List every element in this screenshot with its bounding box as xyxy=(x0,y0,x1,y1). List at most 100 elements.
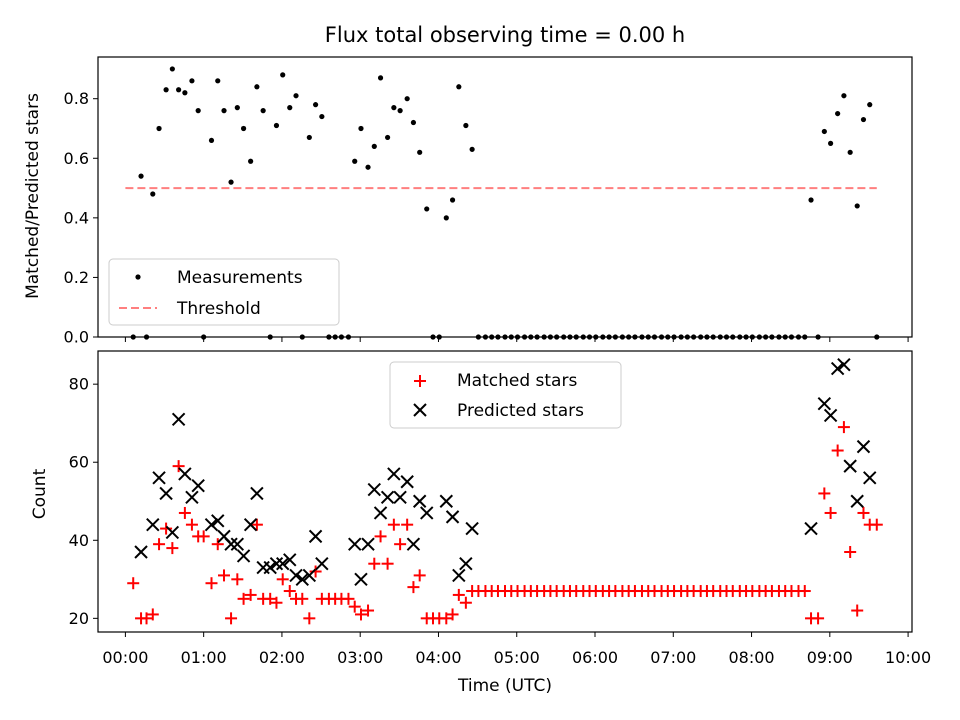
measurement-point xyxy=(835,110,841,117)
x-tick-label: 03:00 xyxy=(337,648,383,667)
predicted-star-point xyxy=(420,506,434,520)
predicted-star-point xyxy=(152,471,166,485)
measurement-point xyxy=(417,149,423,155)
matched-star-point xyxy=(459,596,472,609)
matched-star-point xyxy=(870,518,883,531)
measurement-point xyxy=(377,75,384,81)
measurement-point xyxy=(260,108,266,114)
matched-star-point xyxy=(127,577,140,590)
predicted-star-point xyxy=(315,556,329,571)
predicted-star-point xyxy=(393,490,407,505)
predicted-star-point xyxy=(400,475,414,489)
top-y-tick-label: 0.2 xyxy=(64,268,89,287)
matched-star-point xyxy=(354,608,367,621)
predicted-star-point xyxy=(230,537,245,551)
predicted-star-point xyxy=(354,572,368,587)
matched-star-point xyxy=(264,592,277,605)
top-y-tick-label: 0.6 xyxy=(64,149,89,168)
measurement-point xyxy=(469,146,475,152)
matched-star-point xyxy=(160,522,173,535)
matched-star-point xyxy=(178,506,191,519)
measurement-point xyxy=(273,122,280,129)
matched-star-point xyxy=(368,557,381,570)
matched-star-point xyxy=(172,460,185,473)
measurement-point xyxy=(163,87,169,93)
predicted-star-point xyxy=(159,486,173,501)
top-y-ticks: 0.0 0.2 0.4 0.6 0.8 xyxy=(64,89,98,347)
matched-star-point xyxy=(452,588,465,601)
predicted-star-point xyxy=(243,517,258,532)
bottom-y-tick-label: 60 xyxy=(69,453,89,472)
matched-star-point xyxy=(394,538,407,551)
predicted-star-point xyxy=(295,572,309,587)
predicted-star-point xyxy=(863,471,877,485)
matched-star-point xyxy=(844,545,857,558)
matched-star-point xyxy=(283,585,296,598)
predicted-star-point xyxy=(236,549,251,563)
bottom-y-tick-label: 40 xyxy=(69,531,89,550)
matched-star-point xyxy=(237,592,250,605)
matched-star-point xyxy=(446,608,459,621)
bottom-panel-frame xyxy=(97,350,913,633)
top-panel: 0.00.20.40.60.8 Matched/Predicted stars … xyxy=(23,56,913,347)
x-tick-label: 07:00 xyxy=(650,648,696,667)
top-y-tick-label: 0.4 xyxy=(64,208,89,227)
x-tick-label: 04:00 xyxy=(415,648,461,667)
x-tick-label: 10:00 xyxy=(885,648,931,667)
matched-star-point xyxy=(413,569,426,582)
top-x-ticks xyxy=(124,337,909,342)
predicted-star-point xyxy=(459,556,473,571)
bottom-y-tick-label: 20 xyxy=(69,609,89,628)
predicted-star-point xyxy=(263,560,277,575)
legend-matched-marker xyxy=(414,375,426,387)
predicted-star-point xyxy=(856,439,871,454)
measurement-point xyxy=(867,102,873,108)
matched-star-point xyxy=(303,612,316,625)
matched-star-point xyxy=(205,577,218,590)
measurement-point xyxy=(456,84,462,90)
measurement-point xyxy=(808,197,814,203)
measurement-point xyxy=(176,87,182,93)
top-y-axis-label: Matched/Predicted stars xyxy=(23,93,43,299)
predicted-star-point xyxy=(308,529,323,544)
predicted-star-point xyxy=(146,517,160,532)
predicted-star-point xyxy=(804,521,818,536)
legend-threshold-label: Threshold xyxy=(176,299,261,319)
measurement-point xyxy=(319,113,325,120)
matched-star-point xyxy=(276,573,289,586)
matched-star-point xyxy=(296,592,309,605)
matched-star-point xyxy=(818,487,831,500)
matched-star-point xyxy=(812,612,825,625)
top-legend-box xyxy=(108,258,340,326)
predicted-star-point xyxy=(465,521,479,536)
measurement-point xyxy=(358,125,364,132)
measurement-point xyxy=(449,197,456,203)
predicted-star-point xyxy=(283,553,297,567)
predicted-star-point xyxy=(837,357,851,372)
predicted-star-point xyxy=(452,568,466,583)
predicted-star-point xyxy=(843,459,857,473)
x-tick-label: 01:00 xyxy=(181,648,227,667)
predicted-star-point xyxy=(445,510,460,524)
legend-measurement-marker xyxy=(135,274,141,280)
measurement-point xyxy=(280,72,286,78)
measurement-point xyxy=(352,158,358,164)
predicted-star-point xyxy=(289,568,303,583)
matched-star-point xyxy=(185,518,198,531)
matched-star-point xyxy=(407,581,420,594)
matched-star-point xyxy=(824,506,837,519)
measurement-point xyxy=(240,125,247,132)
matched-star-point xyxy=(225,612,238,625)
predicted-star-point xyxy=(302,568,317,583)
measurement-point xyxy=(138,173,144,179)
predicted-star-point xyxy=(348,537,362,551)
matched-star-point xyxy=(381,557,394,570)
measurement-point xyxy=(860,116,867,123)
matched-star-point xyxy=(831,444,844,457)
bottom-y-tick-label: 80 xyxy=(69,375,89,394)
matched-stars-points xyxy=(127,421,883,625)
predicted-star-point xyxy=(817,396,832,411)
predicted-star-point xyxy=(367,482,381,497)
